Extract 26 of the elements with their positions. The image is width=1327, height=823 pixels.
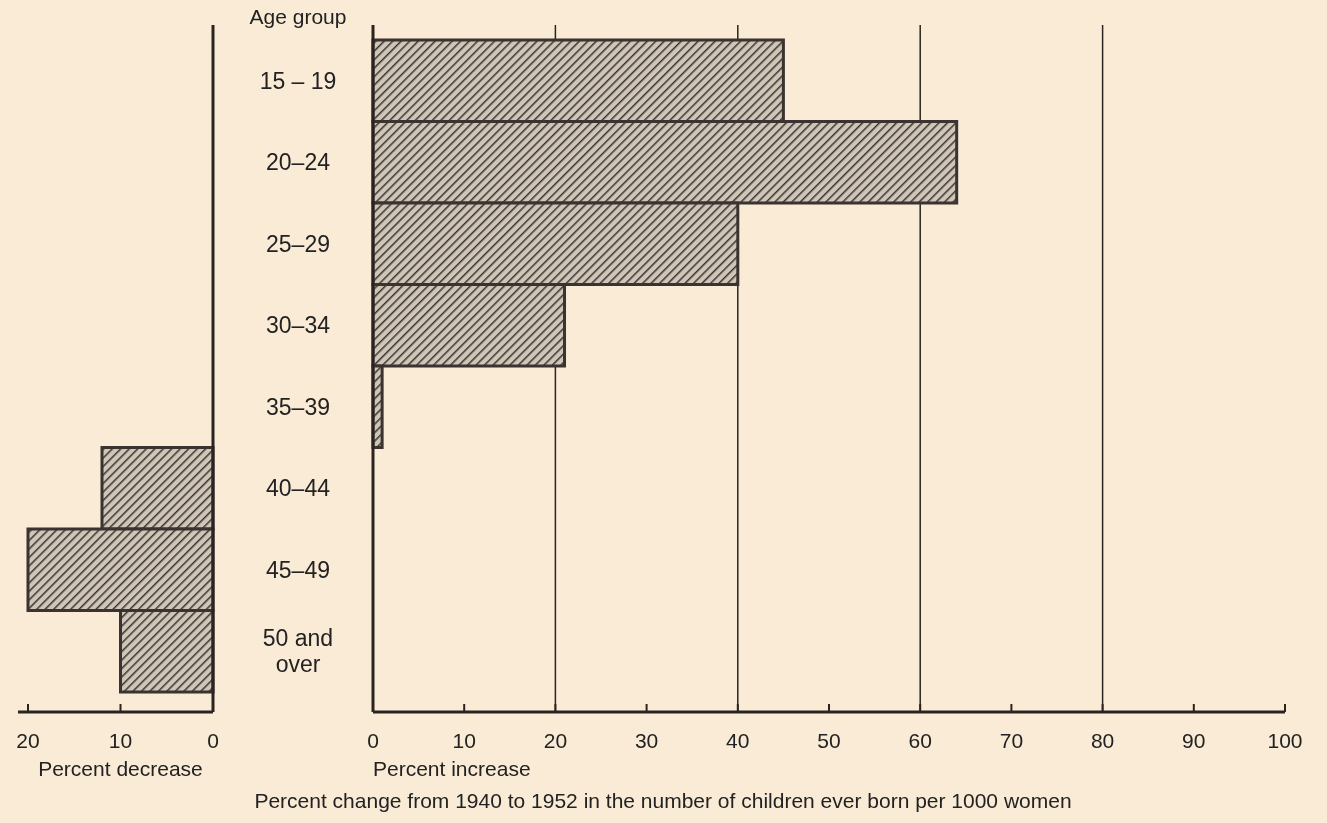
x-tick-label: 10 bbox=[452, 729, 476, 752]
x-tick-label: 100 bbox=[1267, 729, 1303, 752]
y-tick-label: 40–44 bbox=[266, 475, 331, 502]
y-tick-label: 35–39 bbox=[266, 393, 330, 420]
x-tick-label: 20 bbox=[543, 729, 568, 752]
y-tick-label: 15 – 19 bbox=[259, 67, 337, 94]
x-tick-label: 0 bbox=[207, 729, 219, 752]
y-tick-label: 50 and over bbox=[262, 625, 334, 678]
x-tick-label: 80 bbox=[1090, 729, 1115, 752]
x-tick-label: 10 bbox=[108, 729, 133, 752]
x-tick-label: 30 bbox=[634, 729, 659, 752]
text: Percent change from 1940 to 1952 in the number of children ever born per 1000 women bbox=[254, 789, 1072, 812]
y-axis-title: Age group bbox=[249, 5, 347, 28]
y-tick-label: 20–24 bbox=[266, 149, 331, 176]
x-tick-label: 50 bbox=[817, 729, 841, 752]
y-tick-label: 25–29 bbox=[266, 230, 330, 257]
x-tick-label: 60 bbox=[908, 729, 932, 752]
x-tick-label: 70 bbox=[999, 729, 1024, 752]
x-tick-label: 20 bbox=[16, 729, 40, 752]
x-axis-title: Percent increase bbox=[373, 757, 531, 780]
x-tick-label: 0 bbox=[367, 729, 379, 752]
x-axis-title: Percent decrease bbox=[38, 757, 203, 780]
x-tick-label: 40 bbox=[726, 729, 750, 752]
y-tick-label: 30–34 bbox=[266, 312, 331, 339]
x-tick-label: 90 bbox=[1182, 729, 1206, 752]
y-tick-label: 45–49 bbox=[266, 556, 330, 583]
